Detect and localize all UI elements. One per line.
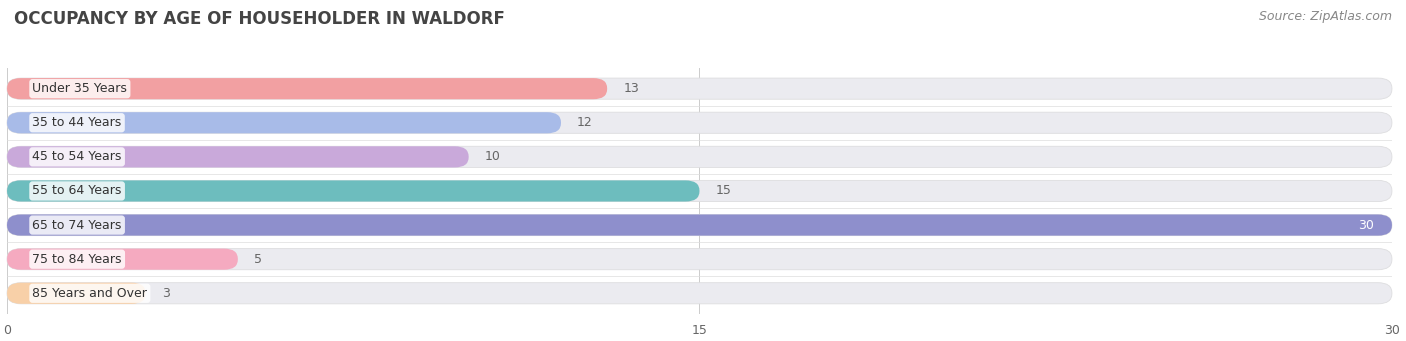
FancyBboxPatch shape [7,78,607,99]
FancyBboxPatch shape [7,180,1392,202]
FancyBboxPatch shape [7,283,146,304]
FancyBboxPatch shape [7,112,561,133]
FancyBboxPatch shape [7,180,700,202]
Text: 13: 13 [623,82,640,95]
Text: 65 to 74 Years: 65 to 74 Years [32,219,122,232]
FancyBboxPatch shape [7,146,1392,167]
Text: 30: 30 [1358,219,1374,232]
FancyBboxPatch shape [7,78,1392,99]
Text: Source: ZipAtlas.com: Source: ZipAtlas.com [1258,10,1392,23]
Text: 5: 5 [254,253,262,266]
Text: OCCUPANCY BY AGE OF HOUSEHOLDER IN WALDORF: OCCUPANCY BY AGE OF HOUSEHOLDER IN WALDO… [14,10,505,28]
FancyBboxPatch shape [7,249,238,270]
Text: 45 to 54 Years: 45 to 54 Years [32,150,122,163]
Text: 55 to 64 Years: 55 to 64 Years [32,184,122,197]
Text: 15: 15 [716,184,731,197]
FancyBboxPatch shape [7,283,1392,304]
FancyBboxPatch shape [7,214,1392,236]
Text: 3: 3 [162,287,170,300]
Text: 10: 10 [485,150,501,163]
Text: Under 35 Years: Under 35 Years [32,82,128,95]
Text: 75 to 84 Years: 75 to 84 Years [32,253,122,266]
FancyBboxPatch shape [7,249,1392,270]
FancyBboxPatch shape [7,112,1392,133]
Text: 12: 12 [576,116,593,129]
Text: 85 Years and Over: 85 Years and Over [32,287,148,300]
FancyBboxPatch shape [7,146,468,167]
Text: 35 to 44 Years: 35 to 44 Years [32,116,122,129]
FancyBboxPatch shape [7,214,1392,236]
